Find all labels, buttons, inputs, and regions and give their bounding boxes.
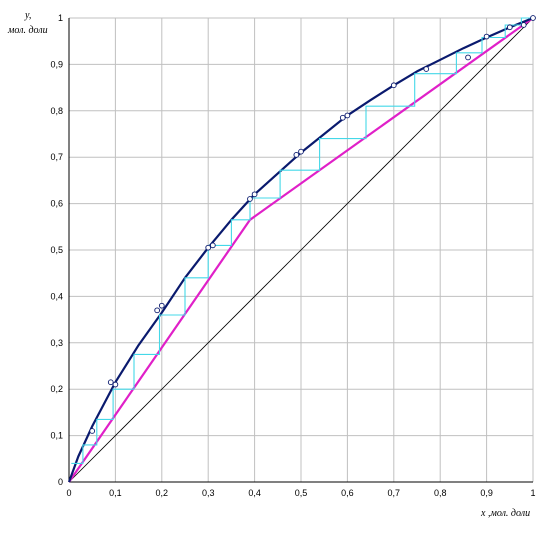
y-tick-label: 0,1 [50, 431, 63, 441]
x-tick-label: 0,9 [480, 488, 493, 498]
data-point [520, 22, 527, 28]
data-point [89, 428, 96, 434]
x-tick-label: 0,4 [248, 488, 261, 498]
x-tick-label: 0,7 [388, 488, 401, 498]
data-point [158, 302, 165, 309]
y-tick-label: 0,8 [50, 106, 63, 116]
experimental-points [89, 15, 536, 434]
y-tick-label: 0,7 [50, 152, 63, 162]
y-axis-units: мол. доли [7, 25, 48, 36]
y-tick-label: 0,5 [50, 245, 63, 255]
y-tick-label: 0,2 [50, 384, 63, 394]
data-point [112, 381, 119, 388]
data-point [251, 191, 258, 198]
y-tick-label: 1 [58, 13, 63, 23]
data-point [506, 24, 513, 31]
tick-labels: 00 0,1 0,1 0,2 0,2 0,3 0,3 0,4 0,4 0,5 0,5 0,6 0,6 0,… [50, 13, 535, 498]
data-point [154, 307, 161, 314]
x-tick-label: 0,3 [202, 488, 215, 498]
y-tick-label: 0,4 [50, 291, 63, 301]
x-tick-label: 0,1 [109, 488, 122, 498]
step-line [71, 17, 533, 464]
data-point [205, 244, 212, 251]
y-tick-label: 0 [58, 477, 63, 487]
y-axis-symbol: y, [24, 10, 31, 21]
x-tick-label: 0 [66, 488, 71, 498]
data-point [465, 54, 471, 61]
x-tick-label: 0,5 [295, 488, 308, 498]
data-point [483, 33, 490, 40]
y-tick-label: 0,6 [50, 199, 63, 209]
data-point [298, 148, 304, 155]
y-tick-label: 0,3 [50, 338, 63, 348]
grid [68, 17, 534, 483]
data-point [209, 242, 216, 249]
equilibrium-line [67, 16, 534, 483]
data-point [247, 196, 253, 202]
x-tick-label: 0,2 [156, 488, 169, 498]
x-tick-label: 0,6 [341, 488, 354, 498]
data-point [107, 379, 114, 386]
data-point [530, 15, 536, 21]
x-tick-label: 1 [530, 488, 535, 498]
x-axis-title: x ,мол. доли [480, 508, 530, 519]
data-point [339, 114, 346, 121]
data-point [344, 112, 351, 119]
data-point [293, 152, 300, 158]
step-construction [71, 17, 533, 464]
y-tick-label: 0,9 [50, 59, 63, 69]
diagonal-line [68, 17, 534, 483]
data-point [390, 82, 397, 89]
x-tick-label: 0,8 [434, 488, 447, 498]
data-point [423, 66, 430, 72]
